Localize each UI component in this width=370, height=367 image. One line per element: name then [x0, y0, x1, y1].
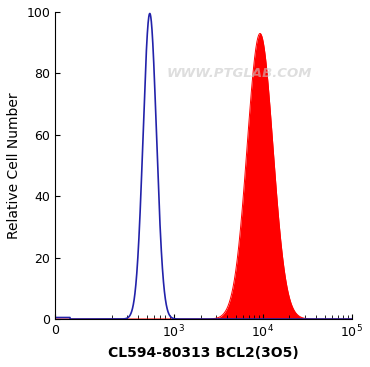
Text: WWW.PTGLAB.COM: WWW.PTGLAB.COM	[166, 67, 312, 80]
X-axis label: CL594-80313 BCL2(3O5): CL594-80313 BCL2(3O5)	[108, 346, 299, 360]
Y-axis label: Relative Cell Number: Relative Cell Number	[7, 92, 21, 239]
